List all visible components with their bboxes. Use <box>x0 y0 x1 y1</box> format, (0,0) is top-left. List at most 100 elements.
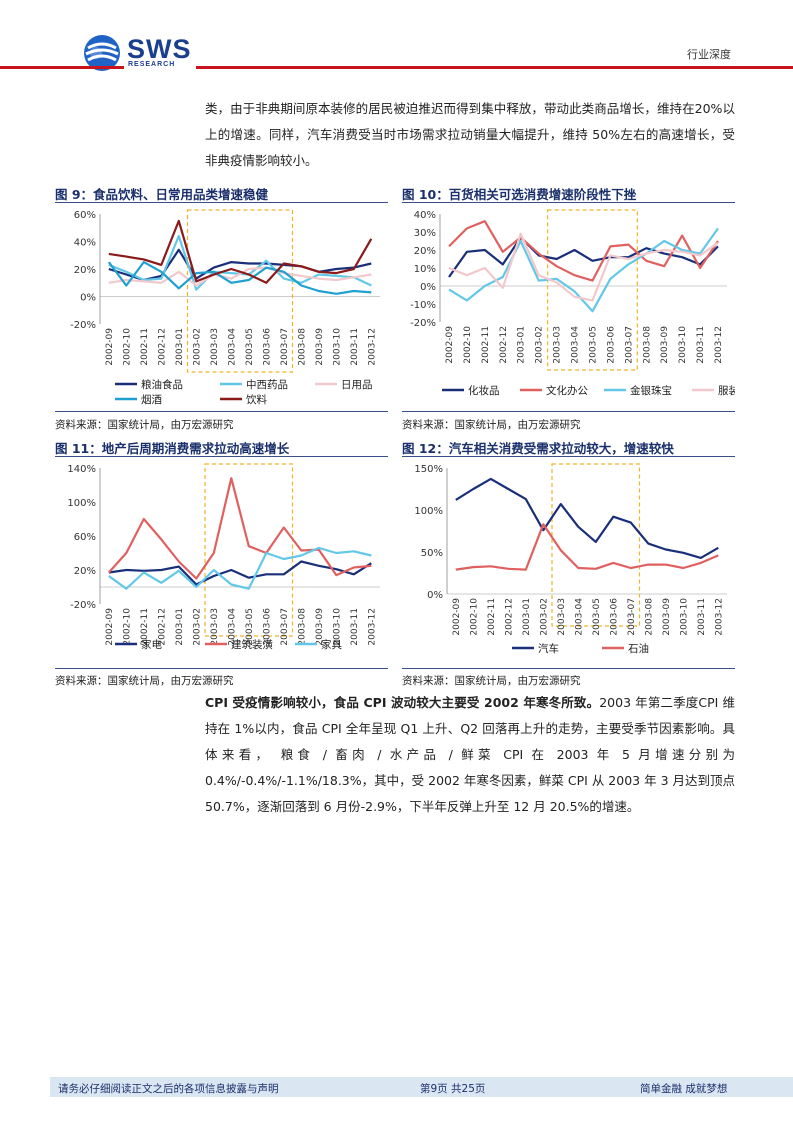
figure-rule <box>402 202 735 203</box>
highlight-period-box <box>204 463 294 637</box>
y-tick-label: 40% <box>74 238 96 249</box>
x-tick-label: 2003-01 <box>517 326 527 364</box>
x-tick-label: 2002-10 <box>122 608 132 646</box>
x-tick-label: 2003-04 <box>574 598 584 636</box>
legend-label: 饮料 <box>246 393 267 406</box>
x-tick-label: 2003-09 <box>315 608 325 646</box>
y-tick-label: 30% <box>414 228 436 239</box>
x-tick-label: 2002-11 <box>487 598 497 636</box>
report-type-label: 行业深度 <box>687 48 731 61</box>
y-tick-label: -20% <box>410 318 436 329</box>
x-tick-label: 2003-02 <box>535 326 545 364</box>
figure-rule <box>55 456 388 457</box>
x-tick-label: 2002-12 <box>504 598 514 636</box>
x-tick-label: 2003-07 <box>627 598 637 636</box>
x-tick-label: 2003-09 <box>660 326 670 364</box>
legend-label: 化妆品 <box>468 384 500 397</box>
x-tick-label: 2002-09 <box>105 328 115 366</box>
x-tick-label: 2003-11 <box>696 326 706 364</box>
x-tick-label: 2003-08 <box>297 608 307 646</box>
x-tick-label: 2003-11 <box>350 328 360 366</box>
highlight-period-box <box>547 209 638 371</box>
figure-rule <box>402 668 735 669</box>
y-tick-label: 20% <box>414 246 436 257</box>
y-tick-label: 100% <box>67 498 96 509</box>
series-line-3 <box>107 260 372 295</box>
x-tick-label: 2003-02 <box>192 328 202 366</box>
x-tick-label: 2003-05 <box>588 326 598 364</box>
legend-label: 文化办公 <box>546 384 588 397</box>
x-tick-label: 2003-05 <box>592 598 602 636</box>
x-tick-label: 2002-09 <box>105 608 115 646</box>
y-tick-label: 20% <box>74 566 96 577</box>
y-tick-label: 10% <box>414 264 436 275</box>
series-line-2 <box>448 227 719 313</box>
figure-rule <box>55 411 388 412</box>
y-tick-label: 100% <box>414 506 443 517</box>
cpi-paragraph-lead: CPI 受疫情影响较小，食品 CPI 波动较大主要受 2002 年寒冬所致。 <box>205 695 600 710</box>
x-tick-label: 2003-02 <box>192 608 202 646</box>
x-tick-label: 2003-08 <box>297 328 307 366</box>
legend-label: 烟酒 <box>141 393 162 406</box>
x-tick-label: 2003-12 <box>714 326 724 364</box>
footer-band <box>50 1077 793 1097</box>
footer-disclaimer: 请务必仔细阅读正文之后的各项信息披露与声明 <box>58 1083 279 1095</box>
x-tick-label: 2003-03 <box>210 608 220 646</box>
x-tick-label: 2003-09 <box>315 328 325 366</box>
x-tick-label: 2003-12 <box>367 328 377 366</box>
series-line-0 <box>108 248 372 282</box>
x-tick-label: 2003-01 <box>175 328 185 366</box>
legend-label: 家具 <box>321 638 342 651</box>
x-tick-label: 2003-08 <box>642 326 652 364</box>
x-tick-label: 2002-10 <box>469 598 479 636</box>
highlight-period-box <box>551 463 641 627</box>
legend-label: 家电 <box>141 638 162 651</box>
series-line-2 <box>108 266 372 287</box>
legend-label: 中西药品 <box>246 378 288 391</box>
x-tick-label: 2003-10 <box>678 326 688 364</box>
x-tick-label: 2003-06 <box>606 326 616 364</box>
x-tick-label: 2002-12 <box>499 326 509 364</box>
figure-title: 图 12：汽车相关消费受需求拉动较大，增速较快 <box>402 441 674 456</box>
x-tick-label: 2003-08 <box>644 598 654 636</box>
y-tick-label: 0% <box>427 590 443 601</box>
x-tick-label: 2003-03 <box>210 328 220 366</box>
page-number: 第9页 共25页 <box>420 1083 486 1095</box>
figure-title: 图 9：食品饮料、日常用品类增速稳健 <box>55 187 269 202</box>
series-line-0 <box>108 560 372 586</box>
x-tick-label: 2003-12 <box>367 608 377 646</box>
chart-auto-related: 150% 100% 50% 0% 2002-09 2002-10 2002-11 2002-1… <box>414 463 727 655</box>
x-tick-label: 2003-09 <box>662 598 672 636</box>
legend-label: 服装 <box>718 384 735 397</box>
chart-department-store: 40% 30% 20% 10% 0% -10% -20% 2002-09 2002-10 2002… <box>410 209 735 397</box>
series-line-3 <box>448 232 719 302</box>
x-tick-label: 2003-03 <box>553 326 563 364</box>
series-line-0 <box>455 477 719 560</box>
cpi-paragraph-body: 2003 年第二季度CPI 维持在 1%以内，食品 CPI 全年呈现 Q1 上升… <box>205 695 735 814</box>
figure-title: 图 11：地产后周期消费需求拉动高速增长 <box>55 441 290 456</box>
y-tick-label: 60% <box>74 532 96 543</box>
x-tick-label: 2003-07 <box>624 326 634 364</box>
figure-title: 图 10：百货相关可选消费增速阶段性下挫 <box>402 187 637 202</box>
y-tick-label: 60% <box>74 210 96 221</box>
y-tick-label: 140% <box>67 464 96 475</box>
figure-source: 资料来源：国家统计局，由万宏源研究 <box>55 675 234 687</box>
x-tick-label: 2003-04 <box>571 326 581 364</box>
x-tick-label: 2003-04 <box>227 328 237 366</box>
highlight-period-box <box>186 209 294 373</box>
x-tick-label: 2003-07 <box>280 328 290 366</box>
x-tick-label: 2003-06 <box>262 608 272 646</box>
figure-source: 资料来源：国家统计局，由万宏源研究 <box>55 419 234 431</box>
x-tick-label: 2002-10 <box>122 328 132 366</box>
x-tick-label: 2002-12 <box>157 328 167 366</box>
chart-food-beverage: 60% 40% 20% 0% -20% 2002-09 2002-10 2002-11 2002… <box>70 209 380 406</box>
figure-rule <box>402 411 735 412</box>
legend-label: 金银珠宝 <box>630 384 672 397</box>
series-line-1 <box>107 477 372 580</box>
series-line-0 <box>448 236 719 278</box>
x-tick-label: 2003-11 <box>350 608 360 646</box>
x-tick-label: 2003-10 <box>679 598 689 636</box>
intro-paragraph: 类，由于非典期间原本装修的居民被迫推迟而得到集中释放，带动此类商品增长，维持在2… <box>205 101 735 168</box>
x-tick-label: 2003-03 <box>557 598 567 636</box>
x-tick-label: 2003-11 <box>697 598 707 636</box>
